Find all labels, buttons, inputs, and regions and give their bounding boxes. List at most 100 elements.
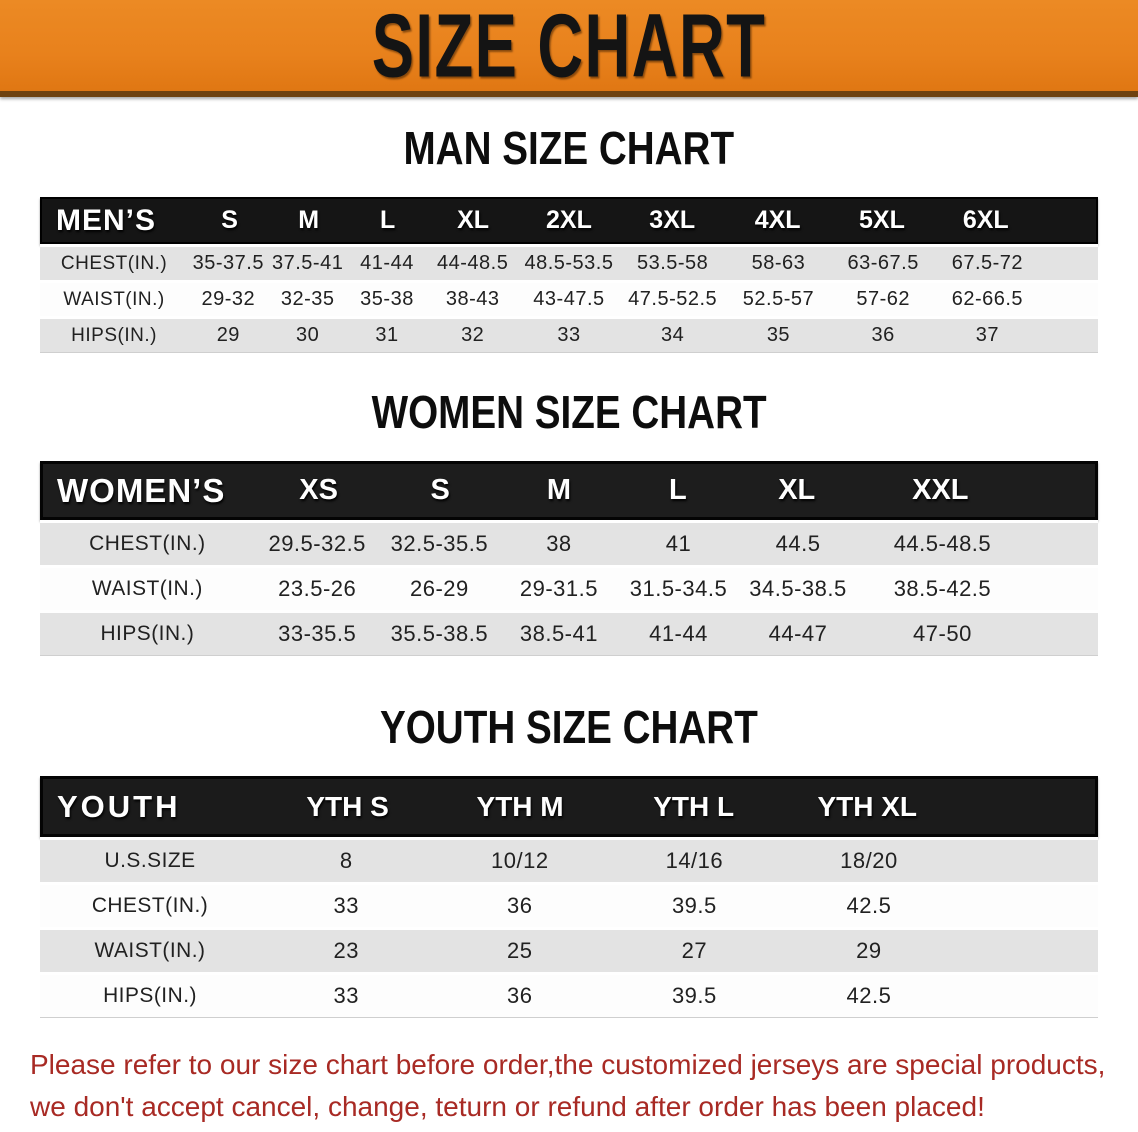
size-value: 38-43: [445, 288, 500, 310]
size-value: 29-32: [201, 288, 256, 310]
youth-table-header-bar: YOUTH YTH S YTH M YTH L YTH XL: [40, 776, 1098, 837]
size-value: 39.5: [671, 983, 717, 1008]
women-size-column-header: XS: [299, 474, 338, 506]
women-table-row: CHEST(IN.) 29.5-32.5 32.5-35.5 38 41 44.5 44.5…: [40, 520, 1098, 565]
size-value: 35-38: [360, 288, 414, 310]
size-value: 44.5: [775, 531, 821, 556]
size-value: 42.5: [846, 893, 892, 918]
youth-section-heading: YOUTH SIZE CHART: [0, 700, 1138, 754]
size-value: 38: [546, 531, 572, 556]
size-value: 58-63: [751, 252, 806, 274]
men-size-column-header: 6XL: [962, 206, 1009, 234]
row-label: CHEST(IN.): [60, 252, 168, 274]
size-value: 41: [665, 531, 692, 556]
size-value: 47-50: [913, 621, 972, 646]
size-value: 25: [507, 938, 533, 963]
men-table-header-bar: MEN’S S M L XL 2XL 3XL 4XL 5XL 6XL: [40, 197, 1098, 244]
disclaimer-text: Please refer to our size chart before or…: [30, 1044, 1108, 1128]
size-value: 30: [296, 324, 320, 346]
size-value: 31: [375, 324, 399, 346]
size-value: 32: [461, 324, 485, 346]
women-size-column-header: XL: [778, 474, 816, 506]
women-size-column-header: M: [546, 474, 572, 506]
size-value: 42.5: [846, 983, 892, 1008]
youth-table-row: U.S.SIZE 8 10/12 14/16 18/20: [40, 837, 1098, 882]
size-value: 26-29: [409, 576, 469, 601]
size-value: 34.5-38.5: [749, 576, 847, 601]
size-value: 29-31.5: [519, 576, 598, 601]
size-value: 34: [661, 324, 685, 346]
size-value: 23: [333, 938, 360, 963]
size-value: 32.5-35.5: [390, 531, 489, 556]
size-value: 37: [975, 324, 999, 346]
row-label: CHEST(IN.): [89, 532, 206, 555]
youth-size-column-header: YTH L: [653, 790, 735, 822]
size-value: 57-62: [856, 288, 910, 310]
womens-size-table: WOMEN’S XS S M L XL XXL CHEST(IN.) 29.5-32.5 32.5…: [40, 461, 1098, 656]
men-size-column-header: S: [221, 206, 238, 234]
row-label: CHEST(IN.): [91, 894, 209, 917]
youth-size-column-header: YTH S: [306, 790, 389, 822]
size-value: 44-48.5: [437, 252, 509, 274]
size-value: 36: [507, 983, 533, 1008]
size-value: 44-47: [768, 621, 828, 646]
row-label: HIPS(IN.): [71, 324, 157, 346]
size-value: 37.5-41: [271, 252, 344, 274]
banner-title: SIZE CHART: [371, 0, 767, 96]
size-value: 33: [333, 983, 360, 1008]
women-size-column-header: XXL: [912, 474, 969, 506]
size-value: 44.5-48.5: [893, 531, 992, 556]
size-value: 41-44: [649, 621, 708, 646]
men-size-column-header: L: [380, 206, 396, 234]
men-table-row: WAIST(IN.) 29-32 32-35 35-38 38-43 43-47.5 47.…: [40, 280, 1098, 316]
size-value: 47.5-52.5: [628, 288, 718, 310]
women-size-chart-section: WOMEN SIZE CHART WOMEN’S XS S M L XL XXL CHEST(…: [0, 385, 1138, 656]
men-size-column-header: XL: [457, 206, 490, 234]
men-size-column-header: 3XL: [649, 206, 696, 234]
youth-size-column-header: YTH M: [476, 790, 564, 822]
disclaimer-line-2: we don't accept cancel, change, teturn o…: [30, 1091, 985, 1122]
youth-table-row: HIPS(IN.) 33 36 39.5 42.5: [40, 972, 1098, 1017]
size-value: 33: [333, 893, 360, 918]
youth-section-heading-text: YOUTH SIZE CHART: [380, 701, 758, 753]
size-value: 33: [557, 324, 581, 346]
women-section-heading-text: WOMEN SIZE CHART: [371, 386, 767, 438]
man-size-chart-section: MAN SIZE CHART MEN’S S M L XL 2XL 3XL 4XL 5XL 6XL…: [0, 121, 1138, 353]
men-size-column-header: 4XL: [754, 206, 801, 234]
men-table-row: HIPS(IN.) 29 30 31 32 33 34 35 36 37: [40, 316, 1098, 352]
size-value: 36: [871, 324, 895, 346]
size-value: 8: [339, 848, 353, 873]
men-header-label: MEN’S: [56, 203, 157, 237]
size-value: 67.5-72: [951, 252, 1024, 274]
women-table-header-bar: WOMEN’S XS S M L XL XXL: [40, 461, 1098, 520]
row-label: U.S.SIZE: [104, 849, 196, 872]
row-label: WAIST(IN.): [91, 577, 203, 600]
men-size-column-header: 2XL: [546, 206, 592, 234]
youth-size-column-header: YTH XL: [817, 790, 917, 822]
youth-table-row: CHEST(IN.) 33 36 39.5 42.5: [40, 882, 1098, 927]
row-label: HIPS(IN.): [100, 622, 195, 645]
size-value: 31.5-34.5: [629, 576, 728, 601]
size-value: 32-35: [280, 288, 335, 310]
size-value: 29: [856, 938, 882, 963]
size-value: 33-35.5: [278, 621, 357, 646]
size-value: 41-44: [360, 252, 414, 274]
women-section-heading: WOMEN SIZE CHART: [0, 385, 1138, 439]
size-value: 27: [681, 938, 708, 963]
size-value: 38.5-41: [519, 621, 598, 646]
size-value: 36: [507, 893, 533, 918]
mens-size-table: MEN’S S M L XL 2XL 3XL 4XL 5XL 6XL CHEST(IN.) 35-37…: [40, 197, 1098, 353]
size-value: 62-66.5: [951, 288, 1024, 310]
row-label: WAIST(IN.): [94, 939, 206, 962]
size-value: 38.5-42.5: [893, 576, 992, 601]
man-section-heading-text: MAN SIZE CHART: [403, 122, 735, 174]
size-value: 52.5-57: [742, 288, 815, 310]
women-size-column-header: S: [430, 474, 450, 506]
size-chart-banner: SIZE CHART: [0, 0, 1138, 97]
size-value: 10/12: [491, 848, 549, 873]
men-size-column-header: M: [298, 206, 320, 234]
disclaimer-line-1: Please refer to our size chart before or…: [30, 1049, 1106, 1080]
size-value: 48.5-53.5: [524, 252, 614, 274]
men-size-column-header: 5XL: [859, 206, 905, 234]
size-value: 14/16: [665, 848, 724, 873]
